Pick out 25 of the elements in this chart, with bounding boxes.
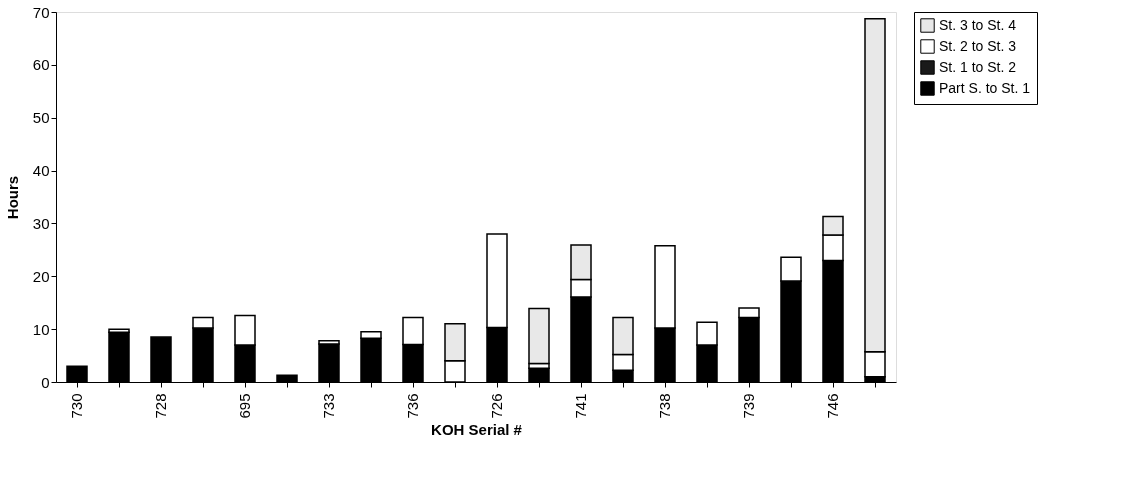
y-tick-label: 70 xyxy=(32,3,50,21)
y-tick-label: 50 xyxy=(32,109,50,127)
y-tick-label: 10 xyxy=(32,320,50,338)
x-tick-label: 746 xyxy=(824,393,841,419)
y-tick-label: 40 xyxy=(32,162,50,180)
legend-label: St. 1 to St. 2 xyxy=(939,58,1017,75)
x-tick-label: 728 xyxy=(152,393,169,419)
y-tick-label: 30 xyxy=(32,214,50,232)
x-tick-label: 730 xyxy=(68,393,85,419)
y-axis-title: Hours xyxy=(3,175,21,220)
y-tick-label: 60 xyxy=(32,56,50,74)
x-tick-label: 695 xyxy=(236,393,253,419)
legend-label: St. 3 to St. 4 xyxy=(939,16,1017,33)
y-tick-label: 0 xyxy=(41,373,50,391)
x-tick-label: 741 xyxy=(572,393,589,419)
legend-label: Part S. to St. 1 xyxy=(939,79,1031,96)
x-tick-label: 733 xyxy=(320,393,337,419)
y-tick-label: 20 xyxy=(32,267,50,285)
x-axis-title: KOH Serial # xyxy=(431,420,523,438)
legend-label: St. 2 to St. 3 xyxy=(939,37,1017,54)
x-tick-label: 726 xyxy=(488,393,505,419)
x-tick-label: 738 xyxy=(656,393,673,419)
x-tick-label: 739 xyxy=(740,393,757,419)
bar xyxy=(528,307,550,365)
x-tick-label: 736 xyxy=(404,393,421,419)
